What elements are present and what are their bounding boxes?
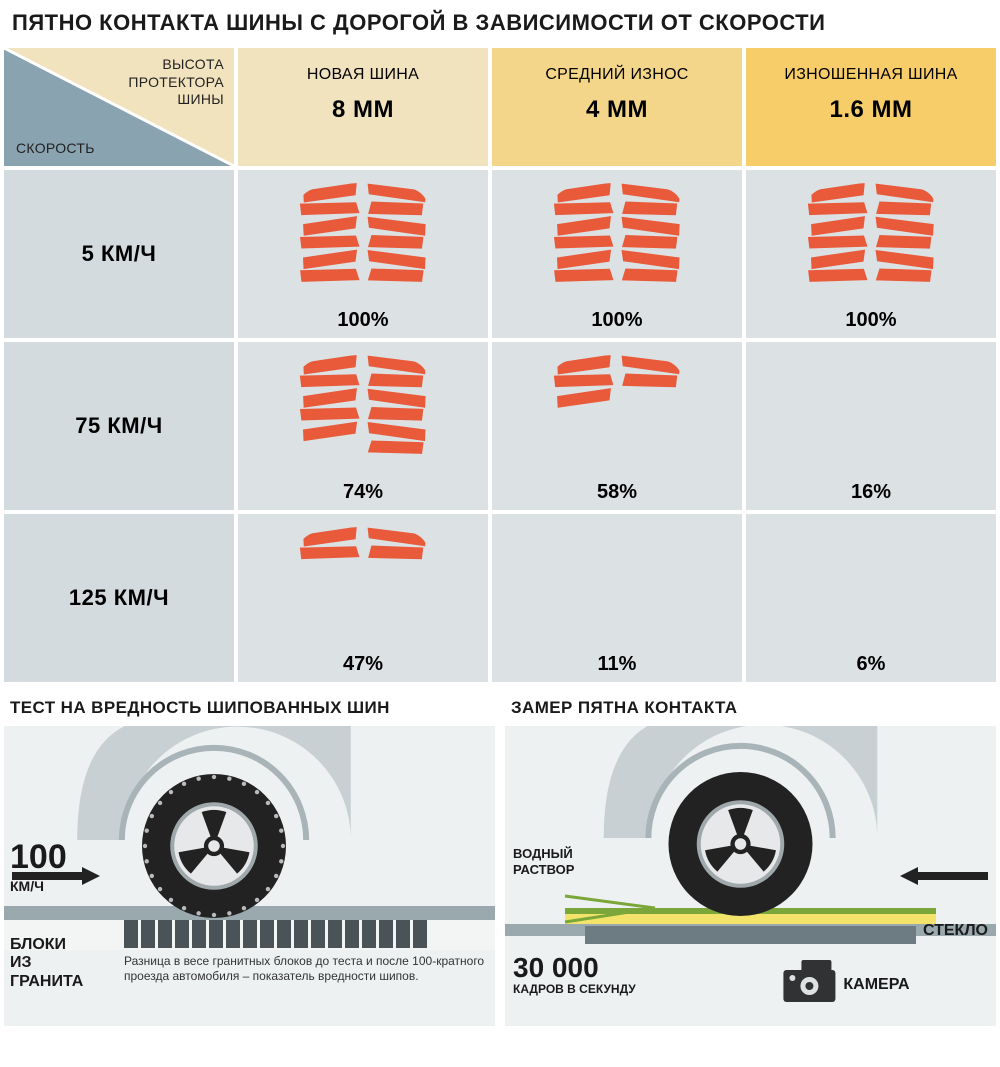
data-cell: 11%: [492, 514, 742, 682]
column-header: ИЗНОШЕННАЯ ШИНА 1.6 ММ: [746, 48, 996, 166]
corner-cell: Высотапротекторашины Скорость: [4, 48, 234, 166]
column-title: СРЕДНИЙ ИЗНОС: [498, 66, 736, 84]
glass-label: СТЕКЛО: [923, 922, 988, 940]
blocks-label: БЛОКИИЗГРАНИТА: [10, 936, 83, 991]
row-header: 5 КМ/Ч: [4, 170, 234, 338]
column-header: СРЕДНИЙ ИЗНОС 4 ММ: [492, 48, 742, 166]
column-title: НОВАЯ ШИНА: [244, 66, 482, 84]
column-depth: 8 ММ: [244, 96, 482, 124]
right-panel-wrap: ЗАМЕР ПЯТНА КОНТАКТА ВОДНЫЙРАСТВОР СТЕКЛ…: [505, 688, 996, 1026]
left-panel-wrap: ТЕСТ НА ВРЕДНОСТЬ ШИПОВАННЫХ ШИН 100 КМ/…: [4, 688, 495, 1026]
contact-percent: 16%: [746, 481, 996, 504]
contact-percent: 100%: [238, 309, 488, 332]
left-panel: 100 КМ/Ч БЛОКИИЗГРАНИТА Разница в весе г…: [4, 726, 495, 1026]
speed-value: 100: [10, 838, 67, 877]
data-cell: 74%: [238, 342, 488, 510]
left-panel-note: Разница в весе гранитных блоков до теста…: [124, 954, 487, 984]
row-header: 75 КМ/Ч: [4, 342, 234, 510]
lower-panels: ТЕСТ НА ВРЕДНОСТЬ ШИПОВАННЫХ ШИН 100 КМ/…: [0, 682, 1000, 1030]
contact-percent: 58%: [492, 481, 742, 504]
contact-percent: 11%: [492, 653, 742, 676]
contact-percent: 47%: [238, 653, 488, 676]
column-header: НОВАЯ ШИНА 8 ММ: [238, 48, 488, 166]
data-cell: 16%: [746, 342, 996, 510]
corner-bottom-label: Скорость: [16, 140, 95, 156]
camera-label: КАМЕРА: [843, 976, 909, 994]
contact-patch-grid: Высотапротекторашины СкоростьНОВАЯ ШИНА …: [0, 48, 1000, 682]
contact-percent: 74%: [238, 481, 488, 504]
right-panel: ВОДНЫЙРАСТВОР СТЕКЛО 30 000 КАДРОВ В СЕК…: [505, 726, 996, 1026]
column-depth: 4 ММ: [498, 96, 736, 124]
contact-percent: 100%: [746, 309, 996, 332]
fps-value: 30 000: [513, 952, 599, 984]
row-header: 125 КМ/Ч: [4, 514, 234, 682]
contact-percent: 6%: [746, 653, 996, 676]
data-cell: 58%: [492, 342, 742, 510]
corner-top-label: Высотапротекторашины: [128, 56, 224, 109]
column-title: ИЗНОШЕННАЯ ШИНА: [752, 66, 990, 84]
right-panel-title: ЗАМЕР ПЯТНА КОНТАКТА: [505, 688, 996, 726]
fps-unit: КАДРОВ В СЕКУНДУ: [513, 982, 636, 996]
left-panel-title: ТЕСТ НА ВРЕДНОСТЬ ШИПОВАННЫХ ШИН: [4, 688, 495, 726]
data-cell: 100%: [492, 170, 742, 338]
data-cell: 47%: [238, 514, 488, 682]
water-label: ВОДНЫЙРАСТВОР: [513, 846, 574, 877]
data-cell: 6%: [746, 514, 996, 682]
main-title: ПЯТНО КОНТАКТА ШИНЫ С ДОРОГОЙ В ЗАВИСИМО…: [0, 0, 1000, 48]
column-depth: 1.6 ММ: [752, 96, 990, 124]
data-cell: 100%: [746, 170, 996, 338]
speed-unit: КМ/Ч: [10, 878, 44, 894]
contact-percent: 100%: [492, 309, 742, 332]
data-cell: 100%: [238, 170, 488, 338]
